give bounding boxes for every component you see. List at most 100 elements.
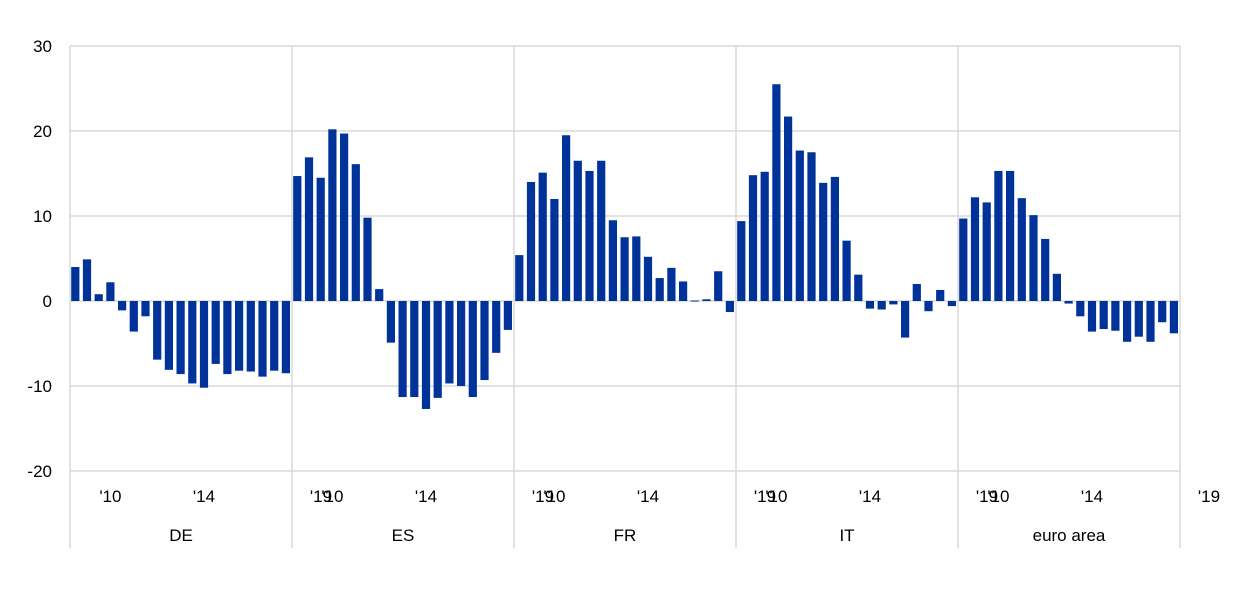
bar [328,129,337,301]
panel-label: DE [169,526,193,545]
x-tick-label: '19 [310,487,332,506]
bar [223,301,232,375]
bar [795,150,804,301]
bar [246,301,255,372]
bar [936,289,945,301]
bar [1064,301,1073,304]
bar [199,301,209,388]
bar [702,299,711,301]
x-tick-label: '19 [532,487,554,506]
bar [1158,301,1167,323]
bar [959,218,968,301]
bar [281,301,290,374]
bar [1146,301,1155,342]
bar [982,202,991,301]
bar [667,267,676,301]
bar [526,182,536,301]
bar [118,301,127,311]
bar [492,301,501,353]
bars [71,84,1178,409]
bar [924,301,933,312]
bar [947,301,956,307]
panel-label: FR [614,526,637,545]
bar [188,301,197,384]
panel-separators [69,46,1181,548]
bar [819,182,828,301]
bar [830,176,839,301]
bar [655,278,664,301]
bar [725,301,734,313]
y-tick-label: 10 [33,207,52,226]
bar [293,176,302,301]
bar [457,301,466,386]
bar [445,301,454,384]
bar [970,197,980,301]
bar [94,294,103,301]
x-tick-label: '19 [754,487,776,506]
bar [129,301,138,332]
bar [304,157,314,301]
bar [877,301,886,310]
y-axis-ticks: 30 20 10 0 -10 -20 [27,37,52,481]
bar [164,301,173,370]
bar [153,301,162,360]
bar [608,220,617,301]
bar [316,177,325,301]
bar [515,255,524,301]
y-tick-label: 20 [33,122,52,141]
panel-label: euro area [1033,526,1106,545]
bar [912,284,921,301]
x-tick-label: '10 [765,487,787,506]
bar [748,175,758,301]
bar [772,84,781,301]
panel-label: IT [839,526,854,545]
bar [410,301,419,398]
bar [854,274,863,301]
bar [1029,215,1038,301]
bar [351,164,360,301]
y-tick-label: -20 [27,462,52,481]
grid-lines [70,45,1180,472]
bar [211,301,220,364]
panel-label: ES [392,526,415,545]
x-tick-label: '19 [1198,487,1220,506]
bar [585,170,594,301]
bar [433,301,442,398]
bar [597,160,606,301]
y-tick-label: 0 [43,292,52,311]
bar [690,300,699,302]
bar [573,160,582,301]
bar [538,172,547,301]
bar [386,301,395,343]
bar [760,171,769,301]
bar [106,282,115,301]
bar [1076,301,1085,317]
bar [398,301,407,398]
bar [842,240,851,301]
y-tick-label: -10 [27,377,52,396]
x-tick-label: '14 [415,487,437,506]
bar [1134,301,1143,337]
bar [901,301,910,338]
bar [1087,301,1097,332]
bar [235,301,244,371]
x-axis-ticks: '10'14'19'10'14'19'10'14'19'10'14'19'10 '… [99,487,1220,506]
x-tick-label: '14 [193,487,215,506]
bar [807,152,816,301]
bar [1006,170,1015,301]
bar [679,281,688,301]
bar [1017,198,1026,301]
bar [632,236,641,301]
bar [503,301,512,330]
bar [340,133,349,301]
x-tick-label: '10 [321,487,343,506]
bar [1169,301,1178,334]
bar [1099,301,1108,330]
bar [421,301,431,409]
bar [1052,273,1061,301]
bar [889,301,898,305]
bar [176,301,185,375]
bar [784,116,793,301]
x-tick-label: '19 [976,487,998,506]
bar [550,199,559,301]
